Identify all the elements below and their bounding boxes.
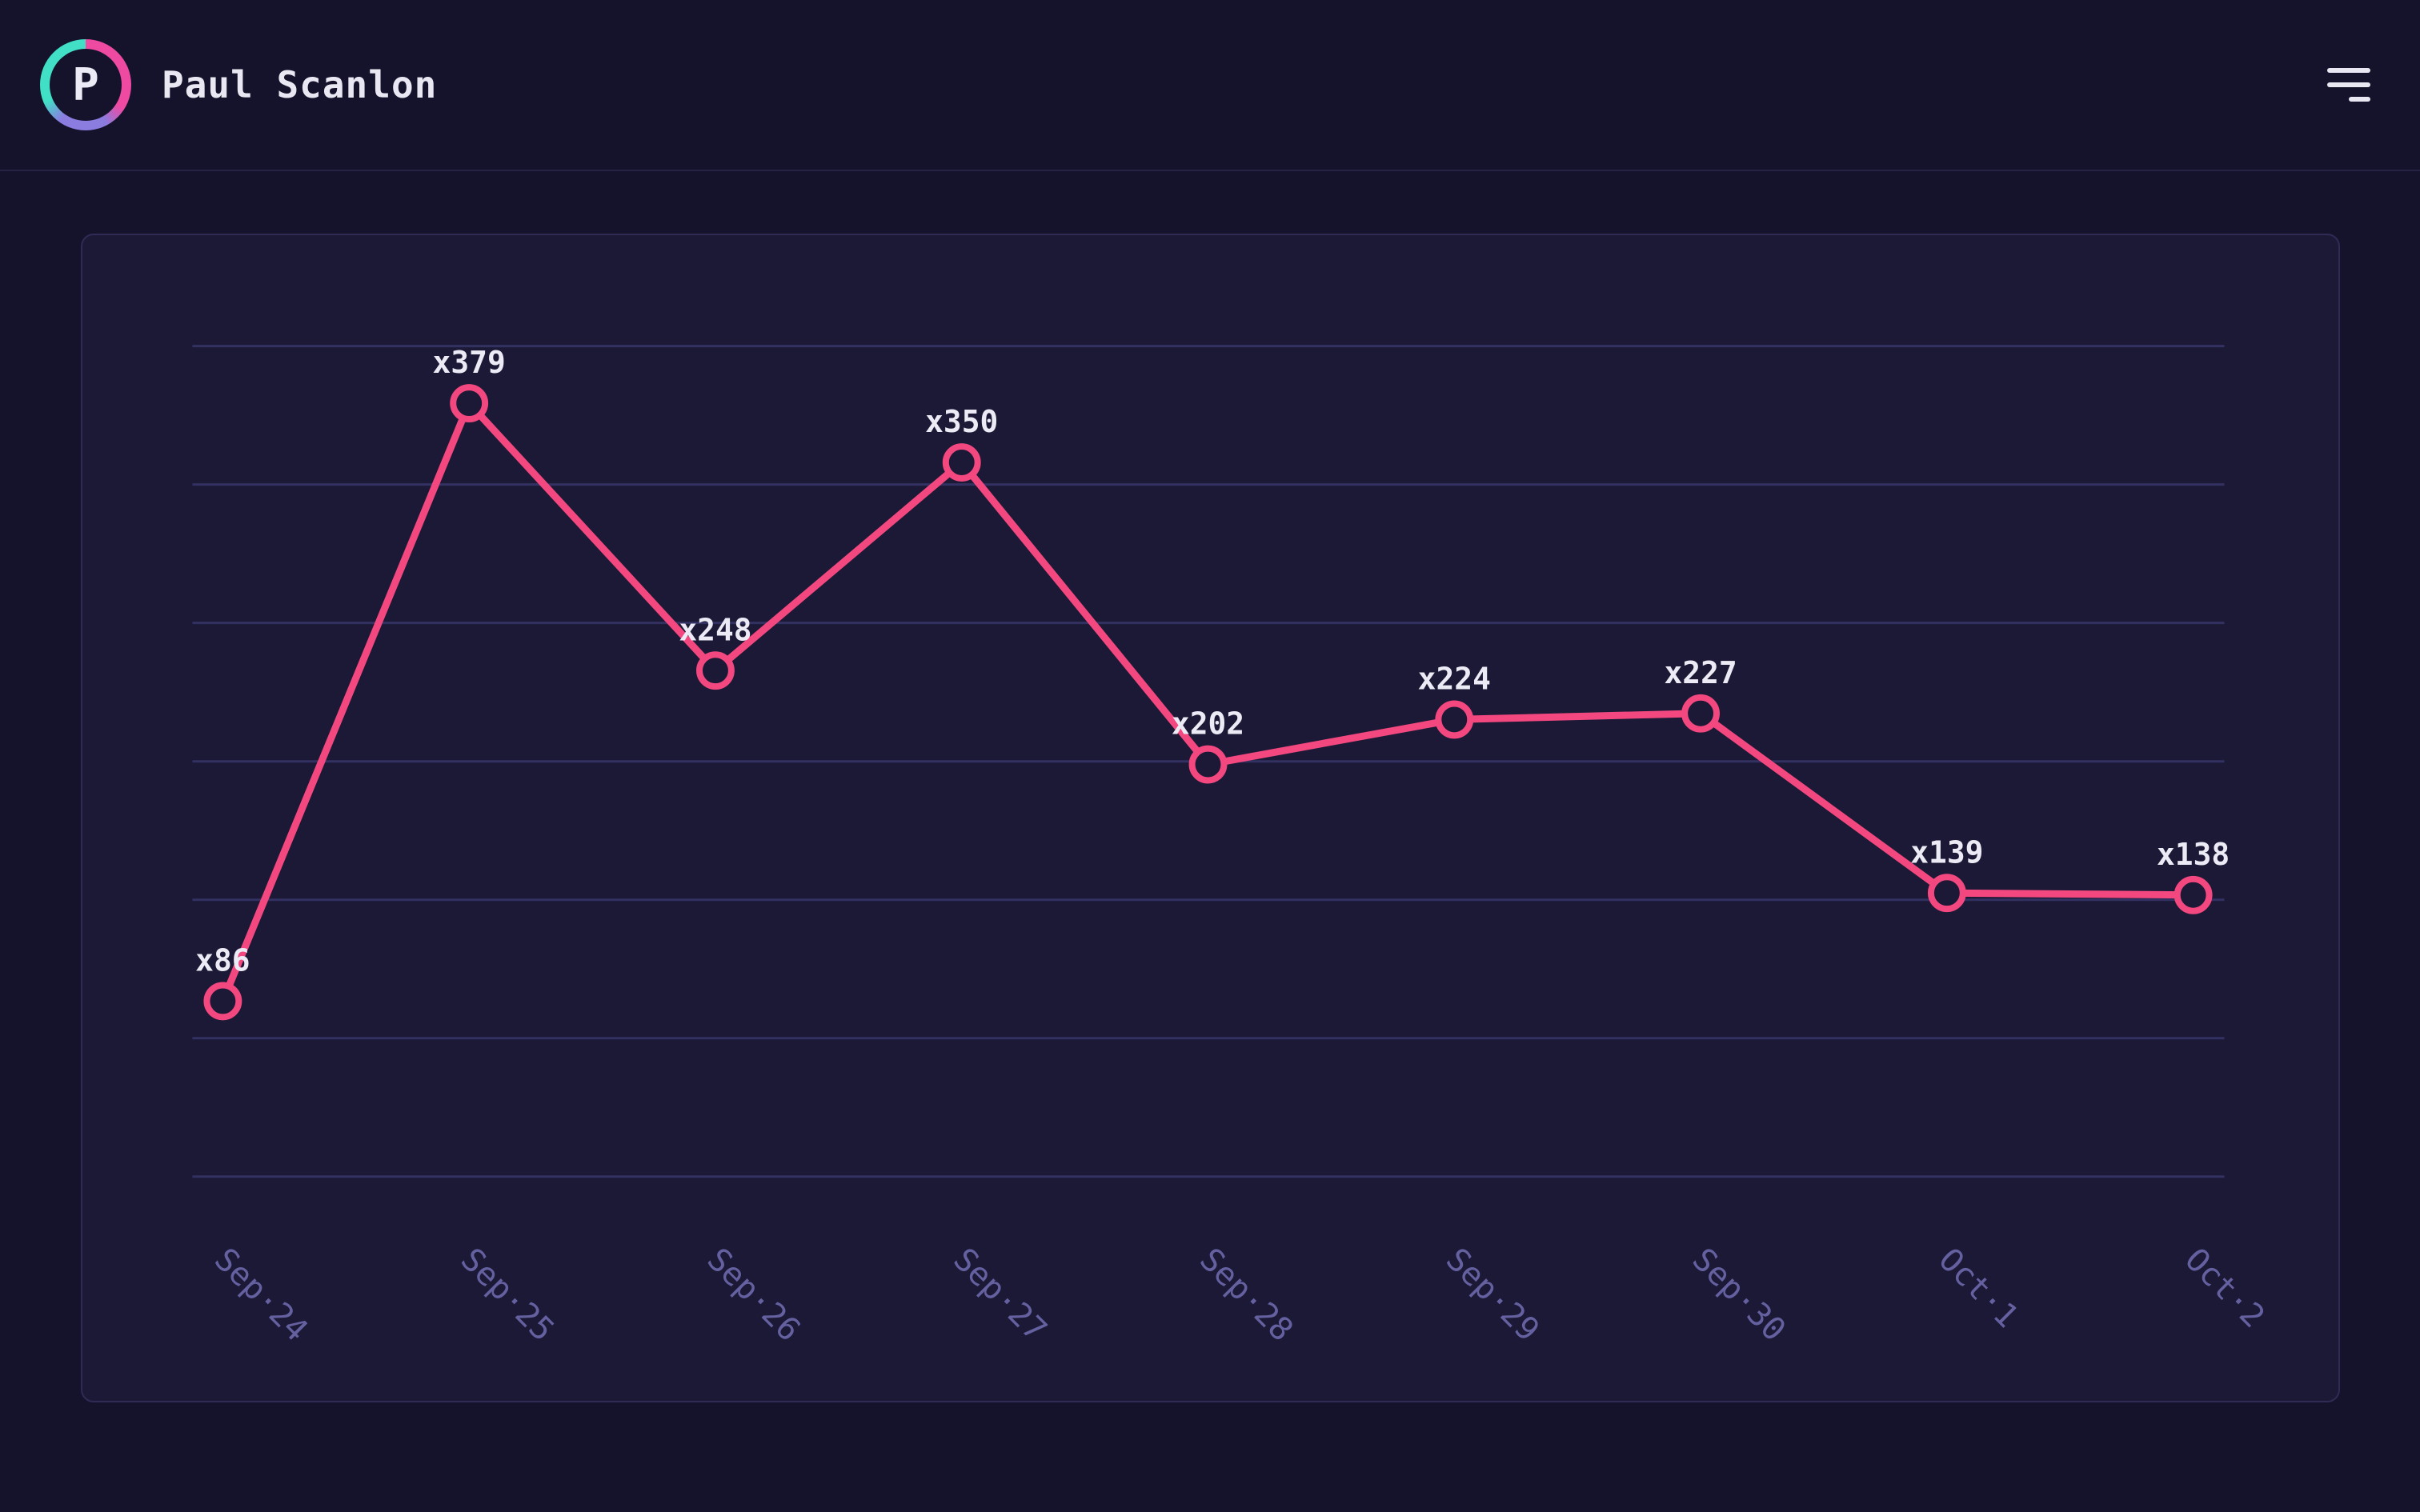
data-point-label: x227 [1664, 655, 1737, 690]
header: P Paul Scanlon [0, 0, 2420, 171]
data-point-label: x139 [1910, 834, 1983, 870]
hamburger-menu-icon [2327, 68, 2370, 102]
x-axis-tick-label: Sep·28 [1192, 1241, 1300, 1348]
series-line [218, 399, 2197, 1005]
x-axis-tick-label: Sep·26 [699, 1241, 807, 1348]
x-axis-tick-label: Sep·30 [1685, 1241, 1792, 1348]
data-point-label: x202 [1171, 706, 1244, 742]
avatar-initial: P [50, 49, 122, 121]
data-point-label: x350 [925, 404, 998, 439]
line-chart[interactable]: x86 x379 x248 x350 x202 x224 x227 x139 x138 Sep·2… [82, 235, 2338, 1401]
x-axis-tick-label: Oct·2 [2178, 1241, 2271, 1334]
x-axis-tick-label: Sep·29 [1438, 1241, 1545, 1348]
avatar[interactable]: P [40, 39, 131, 130]
data-point-label: x248 [679, 612, 751, 647]
menu-bar-top [2327, 68, 2370, 73]
x-axis-tick-label: Oct·1 [1931, 1241, 2025, 1334]
menu-bar-middle [2327, 82, 2370, 87]
menu-bar-bottom [2349, 97, 2370, 102]
data-point-label: x138 [2157, 837, 2230, 872]
data-point-marker[interactable] [1681, 694, 1720, 733]
data-point-label: x224 [1417, 662, 1490, 697]
data-point-marker[interactable] [695, 651, 735, 690]
menu-button[interactable] [2322, 63, 2375, 106]
x-axis-tick-label: Sep·27 [946, 1241, 1053, 1348]
data-point-label: x86 [195, 943, 250, 978]
data-point-marker[interactable] [2174, 875, 2213, 914]
data-point-marker[interactable] [1434, 700, 1473, 739]
main-content: x86 x379 x248 x350 x202 x224 x227 x139 x138 Sep·2… [0, 234, 2420, 1402]
data-point-marker[interactable] [942, 443, 981, 482]
x-axis-tick-label: Sep·24 [206, 1241, 314, 1348]
data-point-marker[interactable] [1927, 874, 1966, 913]
x-axis-tick-label: Sep·25 [453, 1241, 560, 1348]
data-point-marker[interactable] [1188, 745, 1227, 784]
data-point-label: x379 [432, 345, 505, 380]
data-point-marker[interactable] [202, 982, 242, 1021]
site-title[interactable]: Paul Scanlon [162, 63, 438, 106]
chart-card: x86 x379 x248 x350 x202 x224 x227 x139 x138 Sep·2… [80, 234, 2340, 1402]
data-point-marker[interactable] [449, 384, 488, 422]
